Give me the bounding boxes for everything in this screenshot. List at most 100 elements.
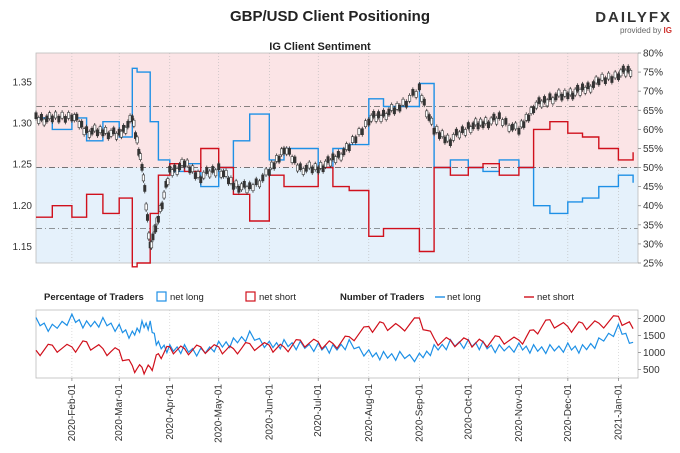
legend-num-title: Number of Traders	[340, 292, 424, 303]
main-plot-frame	[35, 52, 639, 264]
price-candle	[540, 100, 544, 108]
price-candle	[87, 131, 91, 138]
price-candle	[454, 128, 458, 136]
price-tick-label: 1.15	[13, 242, 33, 253]
price-candle	[175, 168, 179, 175]
price-candle	[126, 121, 130, 128]
price-candle	[537, 97, 541, 104]
price-candle	[369, 114, 373, 122]
price-candle	[629, 70, 633, 77]
price-candle	[298, 163, 302, 170]
price-candle	[245, 186, 249, 194]
price-candle	[342, 148, 346, 156]
pct-tick-label: 70%	[643, 87, 663, 98]
price-candle	[583, 86, 587, 94]
price-candle	[135, 136, 139, 144]
price-candle	[229, 177, 233, 184]
price-candle	[589, 85, 593, 93]
price-candle	[497, 112, 501, 119]
price-candle	[398, 104, 402, 112]
price-candle	[109, 129, 113, 137]
price-candle	[594, 76, 598, 84]
price-candle	[360, 128, 364, 135]
price-candle	[48, 112, 52, 119]
price-candle	[586, 82, 590, 90]
price-candle	[469, 126, 473, 133]
price-candle	[202, 171, 206, 179]
price-candle	[251, 184, 255, 192]
price-candle	[504, 118, 508, 125]
price-candle	[411, 89, 415, 96]
price-candle	[334, 156, 338, 163]
pct-tick-label: 50%	[643, 163, 663, 174]
price-candle	[427, 114, 431, 121]
price-candle	[137, 148, 141, 156]
price-candle	[563, 89, 567, 97]
count-tick-label: 1500	[643, 331, 666, 342]
price-candle	[138, 153, 142, 160]
price-candle	[414, 91, 418, 98]
price-candle	[275, 155, 279, 162]
price-candle	[354, 136, 358, 143]
price-candle	[234, 180, 238, 188]
price-candle	[231, 183, 235, 190]
price-candle	[60, 111, 64, 119]
price-candle	[545, 99, 549, 107]
x-tick-label: 2020-Jul-01	[313, 384, 324, 437]
price-candle	[310, 166, 314, 174]
price-candle	[479, 118, 483, 126]
x-tick-label: 2020-Mar-01	[114, 384, 125, 442]
price-candle	[104, 127, 108, 134]
price-candle	[272, 162, 276, 170]
price-candle	[607, 72, 611, 80]
price-candle	[98, 126, 102, 133]
x-tick-label: 2020-Oct-01	[463, 384, 474, 440]
price-candle	[568, 88, 572, 96]
price-candle	[404, 100, 408, 108]
price-candle	[463, 129, 467, 136]
price-candle	[519, 120, 523, 128]
price-candle	[529, 107, 533, 114]
price-candle	[524, 113, 528, 121]
price-candle	[180, 159, 184, 166]
price-candle	[395, 103, 399, 110]
pct-tick-label: 75%	[643, 68, 663, 79]
price-candle	[168, 165, 172, 173]
price-candle	[613, 71, 617, 79]
price-candle	[492, 113, 496, 121]
price-candle	[339, 153, 343, 161]
price-candle	[560, 93, 564, 101]
price-candle	[248, 182, 252, 189]
price-candle	[350, 136, 354, 144]
price-candle	[57, 115, 61, 123]
price-candle	[364, 120, 368, 127]
price-candle	[489, 117, 493, 125]
price-candle	[287, 148, 291, 155]
price-candle	[522, 121, 526, 128]
chart-title: GBP/USD Client Positioning	[229, 8, 430, 25]
legend-short-box	[245, 291, 256, 302]
price-candle	[474, 118, 478, 126]
price-candle	[336, 151, 340, 158]
pct-tick-label: 25%	[643, 259, 663, 270]
price-candle	[514, 122, 518, 130]
price-candle	[324, 160, 328, 168]
price-candle	[282, 147, 286, 155]
price-candle	[199, 176, 203, 184]
price-candle	[384, 113, 388, 120]
price-candle	[417, 83, 421, 91]
price-candle	[548, 93, 552, 100]
price-candle	[75, 113, 79, 121]
price-candle	[63, 116, 67, 123]
price-candle	[501, 119, 505, 126]
price-candle	[150, 241, 154, 249]
x-tick-label: 2020-May-01	[214, 384, 225, 443]
price-candle	[132, 119, 136, 127]
price-candle	[145, 214, 149, 221]
price-candle	[219, 170, 223, 178]
price-candle	[154, 225, 158, 233]
price-candle	[54, 111, 58, 119]
price-candle	[532, 106, 536, 114]
price-candle	[95, 129, 99, 137]
price-candle	[422, 98, 426, 106]
